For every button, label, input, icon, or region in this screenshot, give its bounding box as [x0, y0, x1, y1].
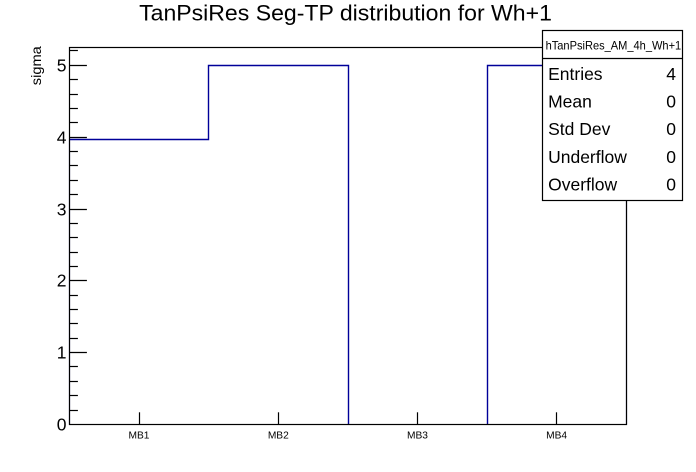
svg-text:MB4: MB4 [546, 430, 567, 441]
svg-text:0: 0 [666, 119, 676, 139]
svg-text:3: 3 [57, 200, 67, 220]
svg-text:Mean: Mean [548, 92, 592, 112]
svg-text:2: 2 [57, 271, 67, 291]
svg-text:Overflow: Overflow [548, 174, 617, 194]
svg-text:Entries: Entries [548, 64, 603, 84]
svg-text:0: 0 [57, 415, 67, 435]
svg-text:hTanPsiRes_AM_4h_Wh+1: hTanPsiRes_AM_4h_Wh+1 [546, 38, 682, 52]
svg-text:TanPsiRes Seg-TP distribution: TanPsiRes Seg-TP distribution for Wh+1 [139, 0, 552, 25]
svg-text:Std Dev: Std Dev [548, 119, 610, 139]
svg-text:1: 1 [57, 343, 67, 363]
svg-text:4: 4 [666, 64, 676, 84]
svg-text:0: 0 [666, 174, 676, 194]
svg-text:4: 4 [57, 128, 67, 148]
svg-text:Underflow: Underflow [548, 147, 627, 167]
svg-text:MB2: MB2 [268, 430, 289, 441]
svg-text:sigma: sigma [28, 46, 44, 85]
svg-text:0: 0 [666, 147, 676, 167]
svg-text:MB1: MB1 [129, 430, 150, 441]
svg-text:0: 0 [666, 92, 676, 112]
svg-text:MB3: MB3 [407, 430, 428, 441]
svg-text:5: 5 [57, 56, 67, 76]
